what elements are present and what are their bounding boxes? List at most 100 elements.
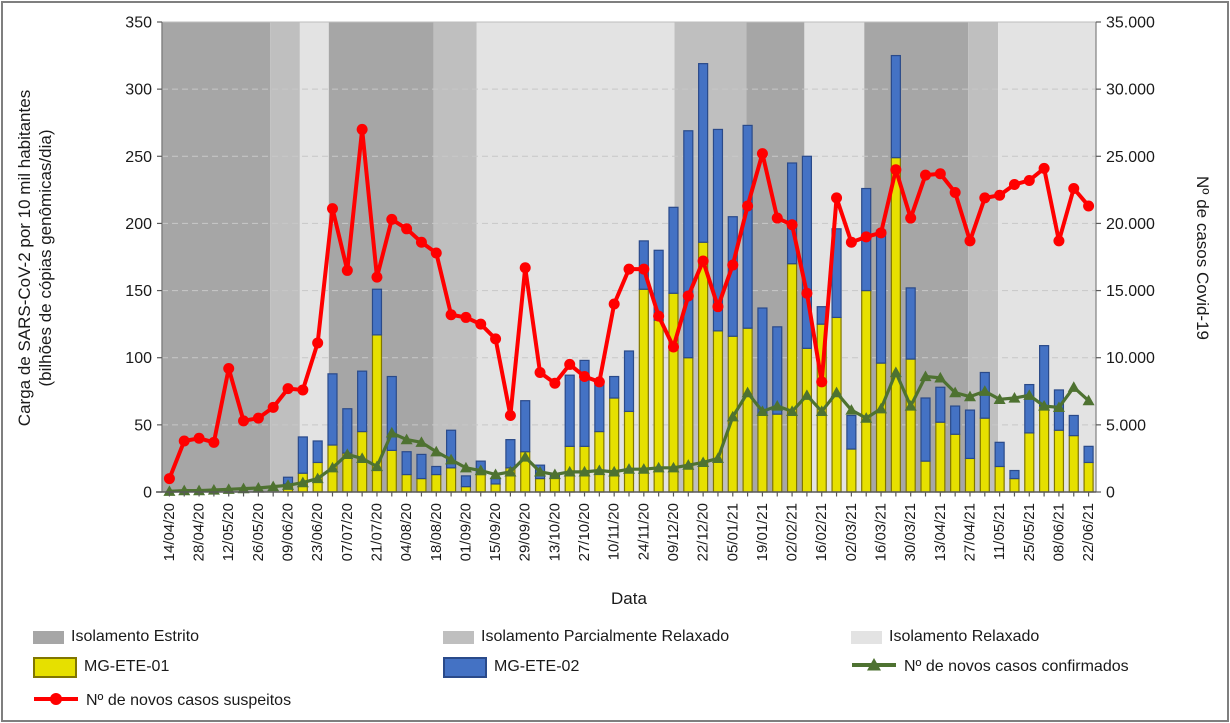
bar-mg-ete-01 bbox=[623, 410, 635, 493]
right-axis-tick-label: 35.000 bbox=[1106, 15, 1155, 32]
circle-marker bbox=[831, 192, 843, 204]
bar-mg-ete-01 bbox=[920, 460, 931, 493]
x-axis-tick-label: 26/05/20 bbox=[250, 503, 267, 561]
triangle-marker bbox=[163, 485, 176, 496]
right-axis-title: Nº de casos Covid-19 bbox=[1193, 175, 1212, 340]
triangle-marker bbox=[1082, 394, 1095, 406]
bar-mg-ete-02 bbox=[386, 375, 397, 451]
line-casos-confirmados bbox=[163, 366, 1095, 496]
x-axis-tick-label: 23/06/20 bbox=[309, 503, 326, 561]
right-axis-tick-label: 10.000 bbox=[1106, 350, 1155, 367]
bar-mg-ete-02 bbox=[772, 326, 783, 415]
bar-mg-ete-01 bbox=[431, 473, 442, 493]
line-triangle-swatch bbox=[851, 655, 897, 680]
bar-mg-ete-02 bbox=[698, 63, 709, 243]
circle-marker bbox=[934, 168, 946, 180]
bar-mg-ete-02 bbox=[297, 436, 308, 474]
circle-marker bbox=[875, 227, 887, 239]
bar-mg-ete-01 bbox=[979, 417, 990, 493]
circle-marker bbox=[430, 247, 442, 259]
legend-label: Isolamento Estrito bbox=[71, 628, 200, 645]
circle-marker bbox=[504, 409, 516, 421]
left-axis-tick-labels: 0 50 100 150 200 250 300 350 bbox=[125, 15, 152, 502]
triangle-marker bbox=[919, 370, 932, 382]
triangle-marker bbox=[1023, 389, 1036, 400]
bar-mg-ete-01 bbox=[935, 421, 946, 493]
left-axis-tick-label: 150 bbox=[125, 283, 152, 300]
x-axis-tick-label: 08/06/21 bbox=[1050, 503, 1067, 561]
bar-swatch-mg-ete-01 bbox=[33, 656, 77, 678]
x-axis-tick-label: 16/03/21 bbox=[873, 503, 890, 561]
circle-marker bbox=[667, 341, 679, 353]
bar-mg-ete-02 bbox=[505, 439, 516, 469]
triangle-marker bbox=[963, 390, 976, 402]
x-axis-tick-label: 13/10/20 bbox=[546, 503, 563, 561]
circle-marker bbox=[697, 255, 709, 267]
circle-marker bbox=[1083, 200, 1095, 212]
left-axis-tick-label: 300 bbox=[125, 82, 152, 99]
bar-mg-ete-02 bbox=[712, 128, 724, 332]
circle-marker bbox=[801, 287, 813, 299]
triangle-marker bbox=[356, 452, 369, 464]
bar-mg-ete-02 bbox=[312, 440, 323, 464]
legend-label: MG-ETE-01 bbox=[84, 658, 170, 675]
circle-marker bbox=[1008, 178, 1020, 190]
bar-mg-ete-02 bbox=[445, 429, 457, 469]
bar-mg-ete-02 bbox=[950, 405, 961, 435]
bar-mg-ete-02 bbox=[757, 307, 768, 415]
circle-marker bbox=[727, 259, 739, 271]
triangle-marker bbox=[786, 405, 799, 417]
x-axis-tick-label: 22/06/21 bbox=[1080, 503, 1097, 561]
triangle-marker bbox=[504, 465, 517, 477]
circle-marker bbox=[475, 318, 487, 330]
circle-marker bbox=[564, 358, 576, 370]
triangle-marker bbox=[637, 463, 650, 474]
left-axis-tick-label: 0 bbox=[143, 485, 152, 502]
bar-mg-ete-02 bbox=[594, 381, 605, 433]
circle-marker bbox=[1068, 183, 1080, 195]
bar-mg-ete-02 bbox=[609, 375, 620, 399]
right-axis-tick-label: 15.000 bbox=[1106, 283, 1155, 300]
isolation-band bbox=[433, 22, 477, 492]
x-axis-tick-label: 11/05/21 bbox=[991, 503, 1008, 560]
x-axis-tick-label: 19/01/21 bbox=[754, 503, 771, 561]
bar-mg-ete-01 bbox=[460, 486, 472, 493]
bar-mg-ete-01 bbox=[416, 477, 427, 493]
bar-mg-ete-01 bbox=[386, 449, 397, 493]
bar-mg-ete-02 bbox=[371, 288, 383, 336]
bar-mg-ete-01 bbox=[490, 483, 501, 493]
x-axis-tick-label: 16/02/21 bbox=[813, 503, 830, 561]
triangle-marker bbox=[978, 385, 991, 396]
triangle-marker bbox=[711, 452, 724, 464]
right-axis-tick-label: 5.000 bbox=[1106, 417, 1146, 434]
triangle-marker bbox=[311, 472, 324, 484]
bar-mg-ete-01 bbox=[905, 358, 916, 493]
bar-mg-ete-02 bbox=[742, 124, 753, 329]
x-axis-tick-label: 29/09/20 bbox=[517, 503, 534, 561]
bar-mg-ete-02 bbox=[668, 206, 679, 294]
circle-marker bbox=[593, 376, 605, 388]
bar-mg-ete-02 bbox=[460, 475, 472, 488]
bar-mg-ete-01 bbox=[1083, 461, 1094, 493]
x-axis-tick-label: 09/12/20 bbox=[665, 503, 682, 561]
triangle-marker bbox=[800, 389, 813, 400]
triangle-marker bbox=[370, 460, 383, 472]
bar-mg-ete-01 bbox=[609, 397, 620, 493]
circle-marker bbox=[845, 236, 857, 248]
circle-marker bbox=[638, 263, 650, 275]
x-axis-tick-label: 14/04/20 bbox=[161, 503, 178, 561]
right-axis-tick-labels: 0 5.000 10.000 15.000 20.000 25.000 30.000 35.0… bbox=[1106, 15, 1155, 502]
isolation-band bbox=[162, 22, 271, 492]
x-axis-tick-label: 10/11/20 bbox=[606, 503, 623, 560]
circle-marker bbox=[252, 412, 264, 424]
x-axis-tick-label: 13/04/21 bbox=[932, 503, 949, 561]
x-axis-tick-label: 28/04/20 bbox=[191, 503, 208, 561]
triangle-marker bbox=[949, 386, 962, 398]
triangle-marker bbox=[623, 463, 635, 474]
bar-mg-ete-01 bbox=[994, 465, 1005, 493]
bar-mg-ete-02 bbox=[1009, 469, 1020, 480]
circle-marker bbox=[964, 235, 976, 247]
circle-marker bbox=[890, 164, 902, 176]
isolation-band bbox=[299, 22, 329, 492]
circle-marker bbox=[208, 436, 220, 448]
